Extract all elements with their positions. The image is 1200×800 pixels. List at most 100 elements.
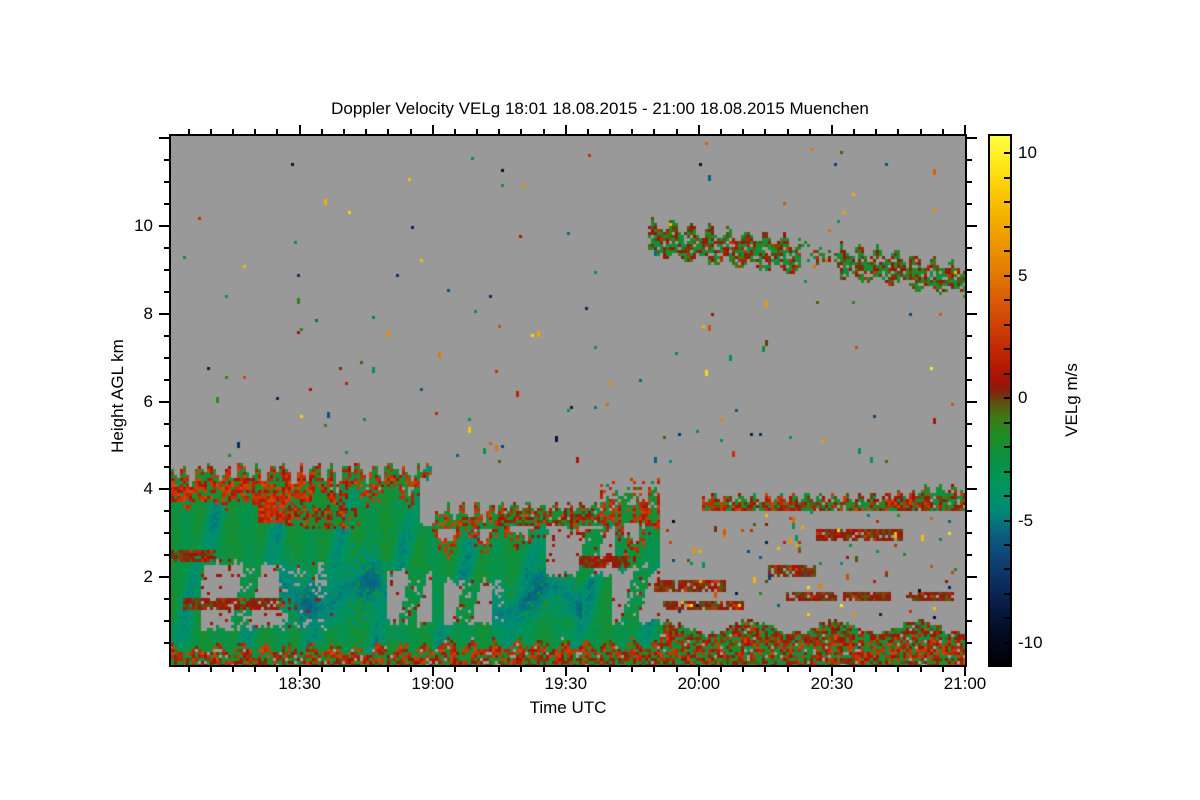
y-minor-tick <box>967 598 972 601</box>
x-minor-tick <box>342 129 345 134</box>
y-minor-tick <box>967 642 972 645</box>
colorbar-tick <box>1004 299 1010 302</box>
x-tick-label: 20:00 <box>677 674 721 693</box>
y-minor-tick <box>164 334 169 337</box>
x-minor-tick <box>631 667 634 672</box>
x-minor-tick <box>720 129 723 134</box>
y-minor-tick <box>967 378 972 381</box>
x-minor-tick <box>919 129 922 134</box>
colorbar-tick <box>1004 617 1010 620</box>
x-minor-tick <box>609 129 612 134</box>
x-major-tick <box>830 125 833 134</box>
y-minor-tick <box>164 203 169 206</box>
y-minor-tick <box>967 532 972 535</box>
y-minor-tick <box>967 466 972 469</box>
y-minor-tick <box>967 554 972 557</box>
colorbar-frame <box>988 134 1012 667</box>
x-major-tick <box>697 125 700 134</box>
colorbar-tick <box>1004 201 1010 204</box>
colorbar-tick <box>1004 274 1010 277</box>
x-minor-tick <box>542 129 545 134</box>
y-major-tick <box>159 576 169 579</box>
y-minor-tick <box>164 290 169 293</box>
x-minor-tick <box>853 667 856 672</box>
y-tick-label: 6 <box>143 391 153 411</box>
x-minor-tick <box>520 667 523 672</box>
x-minor-tick <box>187 129 190 134</box>
x-minor-tick <box>476 667 479 672</box>
colorbar-tick <box>1004 225 1010 228</box>
y-minor-tick <box>967 422 972 425</box>
x-minor-tick <box>276 129 279 134</box>
y-minor-tick <box>967 203 972 206</box>
x-minor-tick <box>919 667 922 672</box>
colorbar-tick-label: 0 <box>1018 388 1028 408</box>
y-minor-tick <box>164 356 169 359</box>
colorbar-tick <box>1004 421 1010 424</box>
x-minor-tick <box>720 667 723 672</box>
y-minor-tick <box>164 246 169 249</box>
y-minor-tick <box>164 159 169 162</box>
y-major-tick <box>967 312 977 315</box>
y-minor-tick <box>164 181 169 184</box>
colorbar-tick <box>1004 152 1010 155</box>
y-minor-tick <box>967 181 972 184</box>
x-minor-tick <box>631 129 634 134</box>
x-minor-tick <box>453 667 456 672</box>
x-minor-tick <box>786 129 789 134</box>
x-tick-label: 21:00 <box>943 674 987 693</box>
colorbar-tick-label: -5 <box>1018 510 1034 530</box>
x-major-tick <box>697 667 700 676</box>
x-minor-tick <box>342 667 345 672</box>
y-minor-tick <box>164 642 169 645</box>
y-tick-label: 4 <box>143 479 153 499</box>
x-minor-tick <box>764 667 767 672</box>
x-minor-tick <box>875 129 878 134</box>
x-minor-tick <box>320 667 323 672</box>
x-minor-tick <box>853 129 856 134</box>
x-major-tick <box>564 125 567 134</box>
x-minor-tick <box>786 667 789 672</box>
y-minor-tick <box>164 532 169 535</box>
x-minor-tick <box>387 129 390 134</box>
x-minor-tick <box>254 129 257 134</box>
x-minor-tick <box>276 667 279 672</box>
y-minor-tick <box>967 290 972 293</box>
colorbar-label: VELg m/s <box>1062 363 1081 437</box>
colorbar-tick <box>1004 397 1010 400</box>
x-minor-tick <box>187 667 190 672</box>
x-minor-tick <box>409 667 412 672</box>
x-minor-tick <box>742 667 745 672</box>
x-minor-tick <box>653 129 656 134</box>
y-minor-tick <box>164 444 169 447</box>
x-tick-label: 19:30 <box>544 674 588 693</box>
x-major-tick <box>431 667 434 676</box>
colorbar-tick <box>1004 592 1010 595</box>
colorbar-tick <box>1004 372 1010 375</box>
x-minor-tick <box>254 667 257 672</box>
colorbar-tick <box>1004 641 1010 644</box>
x-minor-tick <box>897 129 900 134</box>
y-tick-label: 2 <box>143 567 153 587</box>
y-minor-tick <box>164 510 169 513</box>
x-minor-tick <box>520 129 523 134</box>
x-minor-tick <box>941 667 944 672</box>
y-major-tick <box>967 137 977 140</box>
x-tick-label: 18:30 <box>278 674 321 693</box>
x-minor-tick <box>320 129 323 134</box>
x-minor-tick <box>542 667 545 672</box>
y-minor-tick <box>967 510 972 513</box>
y-minor-tick <box>164 554 169 557</box>
colorbar-tick <box>1004 519 1010 522</box>
x-major-tick <box>830 667 833 676</box>
y-tick-label: 8 <box>143 303 153 323</box>
x-axis-label: Time UTC <box>529 698 607 717</box>
y-minor-tick <box>967 159 972 162</box>
x-minor-tick <box>586 129 589 134</box>
x-minor-tick <box>675 129 678 134</box>
heatmap-canvas <box>171 136 965 665</box>
x-minor-tick <box>498 129 501 134</box>
x-minor-tick <box>209 667 212 672</box>
colorbar-tick <box>1004 348 1010 351</box>
colorbar-tick <box>1004 176 1010 179</box>
